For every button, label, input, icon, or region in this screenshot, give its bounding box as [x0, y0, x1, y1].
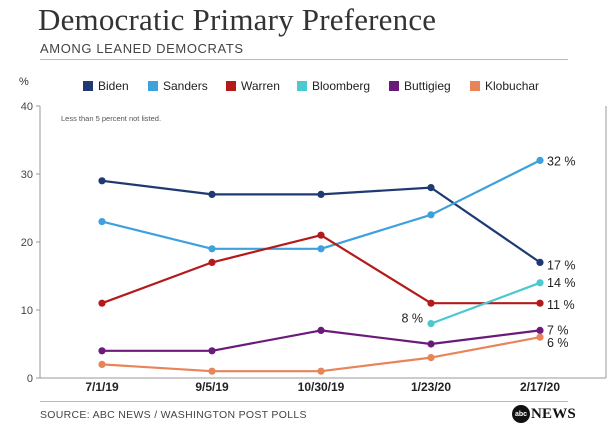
legend-swatch	[389, 81, 399, 91]
end-value-label: 7 %	[547, 323, 569, 337]
x-tick-label: 2/17/20	[520, 380, 560, 394]
data-point	[536, 156, 544, 164]
data-point	[98, 177, 106, 185]
abc-news-logo: abc NEWS	[512, 404, 576, 424]
x-tick-label: 1/23/20	[411, 380, 451, 394]
data-point	[208, 367, 216, 375]
source-note: SOURCE: ABC NEWS / WASHINGTON POST POLLS	[40, 409, 307, 421]
legend-label: Biden	[98, 79, 129, 93]
chart-note: Less than 5 percent not listed.	[61, 114, 161, 123]
data-point	[427, 211, 435, 219]
legend-swatch	[226, 81, 236, 91]
chart-title: Democratic Primary Preference	[38, 2, 437, 37]
start-value-label: 8 %	[401, 312, 423, 326]
legend-swatch	[297, 81, 307, 91]
chart-subtitle: AMONG LEANED DEMOCRATS	[40, 41, 244, 56]
data-point	[208, 347, 216, 355]
y-tick-label: 0	[27, 373, 33, 385]
y-tick-label: 20	[21, 237, 33, 249]
data-point	[427, 184, 435, 192]
end-value-label: 14 %	[547, 276, 576, 290]
legend-label: Bloomberg	[312, 79, 370, 93]
data-point	[536, 333, 544, 341]
end-value-label: 17 %	[547, 258, 576, 272]
data-point	[536, 258, 544, 266]
data-point	[98, 299, 106, 307]
end-value-label: 6 %	[547, 336, 569, 350]
data-point	[536, 299, 544, 307]
data-point	[536, 326, 544, 334]
data-point	[427, 340, 435, 348]
legend-label: Klobuchar	[485, 79, 539, 93]
footer-divider	[40, 401, 568, 402]
abc-logo-icon: abc	[512, 405, 530, 423]
series-line	[430, 281, 541, 325]
data-point	[208, 245, 216, 253]
header-divider	[40, 59, 568, 60]
x-tick-label: 10/30/19	[298, 380, 345, 394]
data-point	[317, 231, 325, 239]
data-point	[427, 299, 435, 307]
data-point	[98, 360, 106, 368]
data-point	[317, 367, 325, 375]
data-point	[98, 218, 106, 226]
x-tick-label: 9/5/19	[195, 380, 229, 394]
legend-label: Sanders	[163, 79, 208, 93]
data-point	[427, 320, 435, 328]
y-tick-label: 30	[21, 169, 33, 181]
legend-swatch	[470, 81, 480, 91]
legend-swatch	[83, 81, 93, 91]
data-point	[317, 326, 325, 334]
y-axis-label: %	[19, 76, 29, 88]
x-tick-label: 7/1/19	[85, 380, 119, 394]
logo-text: NEWS	[531, 405, 576, 422]
data-point	[536, 279, 544, 287]
legend-label: Buttigieg	[404, 79, 451, 93]
end-value-label: 11 %	[547, 298, 575, 312]
legend-swatch	[148, 81, 158, 91]
data-point	[317, 245, 325, 253]
y-tick-label: 40	[21, 101, 33, 113]
data-point	[98, 347, 106, 355]
data-point	[427, 354, 435, 362]
end-value-label: 32 %	[547, 154, 576, 168]
data-point	[208, 190, 216, 198]
data-point	[317, 190, 325, 198]
y-tick-label: 10	[21, 305, 33, 317]
legend-label: Warren	[241, 79, 280, 93]
data-point	[208, 258, 216, 266]
series-line	[101, 336, 541, 373]
